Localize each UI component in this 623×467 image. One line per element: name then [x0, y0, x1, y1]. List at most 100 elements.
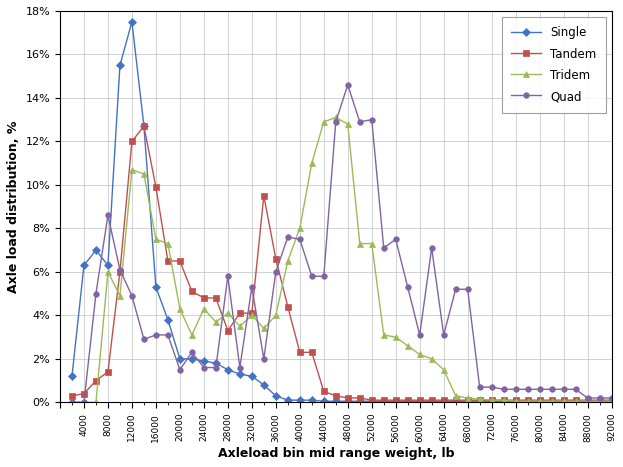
Tandem [488, 397, 495, 403]
Tridem [92, 400, 100, 405]
Tridem [536, 398, 543, 404]
Single [200, 358, 207, 364]
Single [368, 398, 376, 404]
Tridem [332, 115, 340, 120]
Quad [176, 367, 184, 373]
Single [188, 356, 196, 361]
Tandem [308, 349, 315, 355]
Tridem [344, 121, 351, 127]
Single [416, 398, 424, 404]
Quad [80, 400, 88, 405]
Quad [200, 365, 207, 370]
Quad [284, 234, 292, 240]
Tandem [260, 193, 267, 198]
Quad [452, 286, 459, 292]
Tridem [524, 398, 531, 404]
Tridem [464, 395, 472, 401]
Single [320, 398, 328, 404]
Quad [260, 356, 267, 361]
Tridem [69, 400, 76, 405]
Tridem [272, 312, 280, 318]
Tandem [152, 184, 159, 190]
Tandem [320, 389, 328, 394]
Tandem [404, 397, 411, 403]
Tridem [404, 343, 411, 348]
Tridem [476, 396, 483, 402]
Tandem [380, 397, 388, 403]
Tridem [500, 397, 507, 403]
Single [344, 398, 351, 404]
Tandem [188, 289, 196, 294]
Tridem [452, 393, 459, 399]
Tandem [224, 328, 232, 333]
Tandem [356, 395, 363, 401]
Quad [536, 387, 543, 392]
Single [452, 398, 459, 404]
Single [608, 398, 616, 404]
Tandem [416, 397, 424, 403]
Tandem [368, 397, 376, 403]
Tandem [104, 369, 112, 375]
Tridem [212, 319, 219, 325]
Quad [404, 284, 411, 290]
Tandem [128, 139, 136, 144]
Tridem [488, 397, 495, 403]
Quad [608, 395, 616, 401]
Tridem [392, 334, 399, 340]
Single [584, 398, 591, 404]
Tandem [212, 295, 219, 301]
Tandem [248, 311, 255, 316]
Tandem [536, 397, 543, 403]
Quad [296, 236, 303, 242]
Tandem [584, 397, 591, 403]
Tandem [512, 397, 520, 403]
Tandem [560, 397, 568, 403]
Single [308, 397, 315, 403]
Tridem [356, 241, 363, 247]
Tridem [260, 325, 267, 331]
Tridem [80, 400, 88, 405]
Tridem [188, 332, 196, 338]
Tandem [596, 397, 603, 403]
Line: Tridem: Tridem [69, 115, 614, 405]
Quad [596, 395, 603, 401]
Quad [128, 293, 136, 298]
Single [524, 398, 531, 404]
Tandem [428, 397, 435, 403]
Tandem [69, 393, 76, 399]
Tandem [392, 397, 399, 403]
Tridem [248, 312, 255, 318]
Tandem [608, 397, 616, 403]
Quad [308, 273, 315, 279]
Single [69, 374, 76, 379]
Tridem [368, 241, 376, 247]
Single [272, 393, 280, 399]
Quad [584, 395, 591, 401]
Quad [524, 387, 531, 392]
Quad [368, 117, 376, 122]
Tandem [80, 391, 88, 396]
Quad [116, 267, 123, 273]
Line: Tandem: Tandem [69, 123, 614, 403]
Single [536, 398, 543, 404]
Single [284, 397, 292, 403]
Quad [104, 212, 112, 218]
Tandem [548, 397, 555, 403]
Single [116, 63, 123, 68]
Quad [272, 269, 280, 275]
Quad [224, 273, 232, 279]
Single [332, 398, 340, 404]
Single [128, 19, 136, 25]
Quad [188, 349, 196, 355]
Tridem [596, 398, 603, 404]
Tridem [104, 269, 112, 275]
Quad [392, 236, 399, 242]
Single [392, 398, 399, 404]
Tridem [116, 293, 123, 298]
Tandem [164, 258, 171, 264]
Quad [152, 332, 159, 338]
Tandem [476, 397, 483, 403]
Tridem [512, 398, 520, 404]
Quad [500, 387, 507, 392]
Single [464, 398, 472, 404]
